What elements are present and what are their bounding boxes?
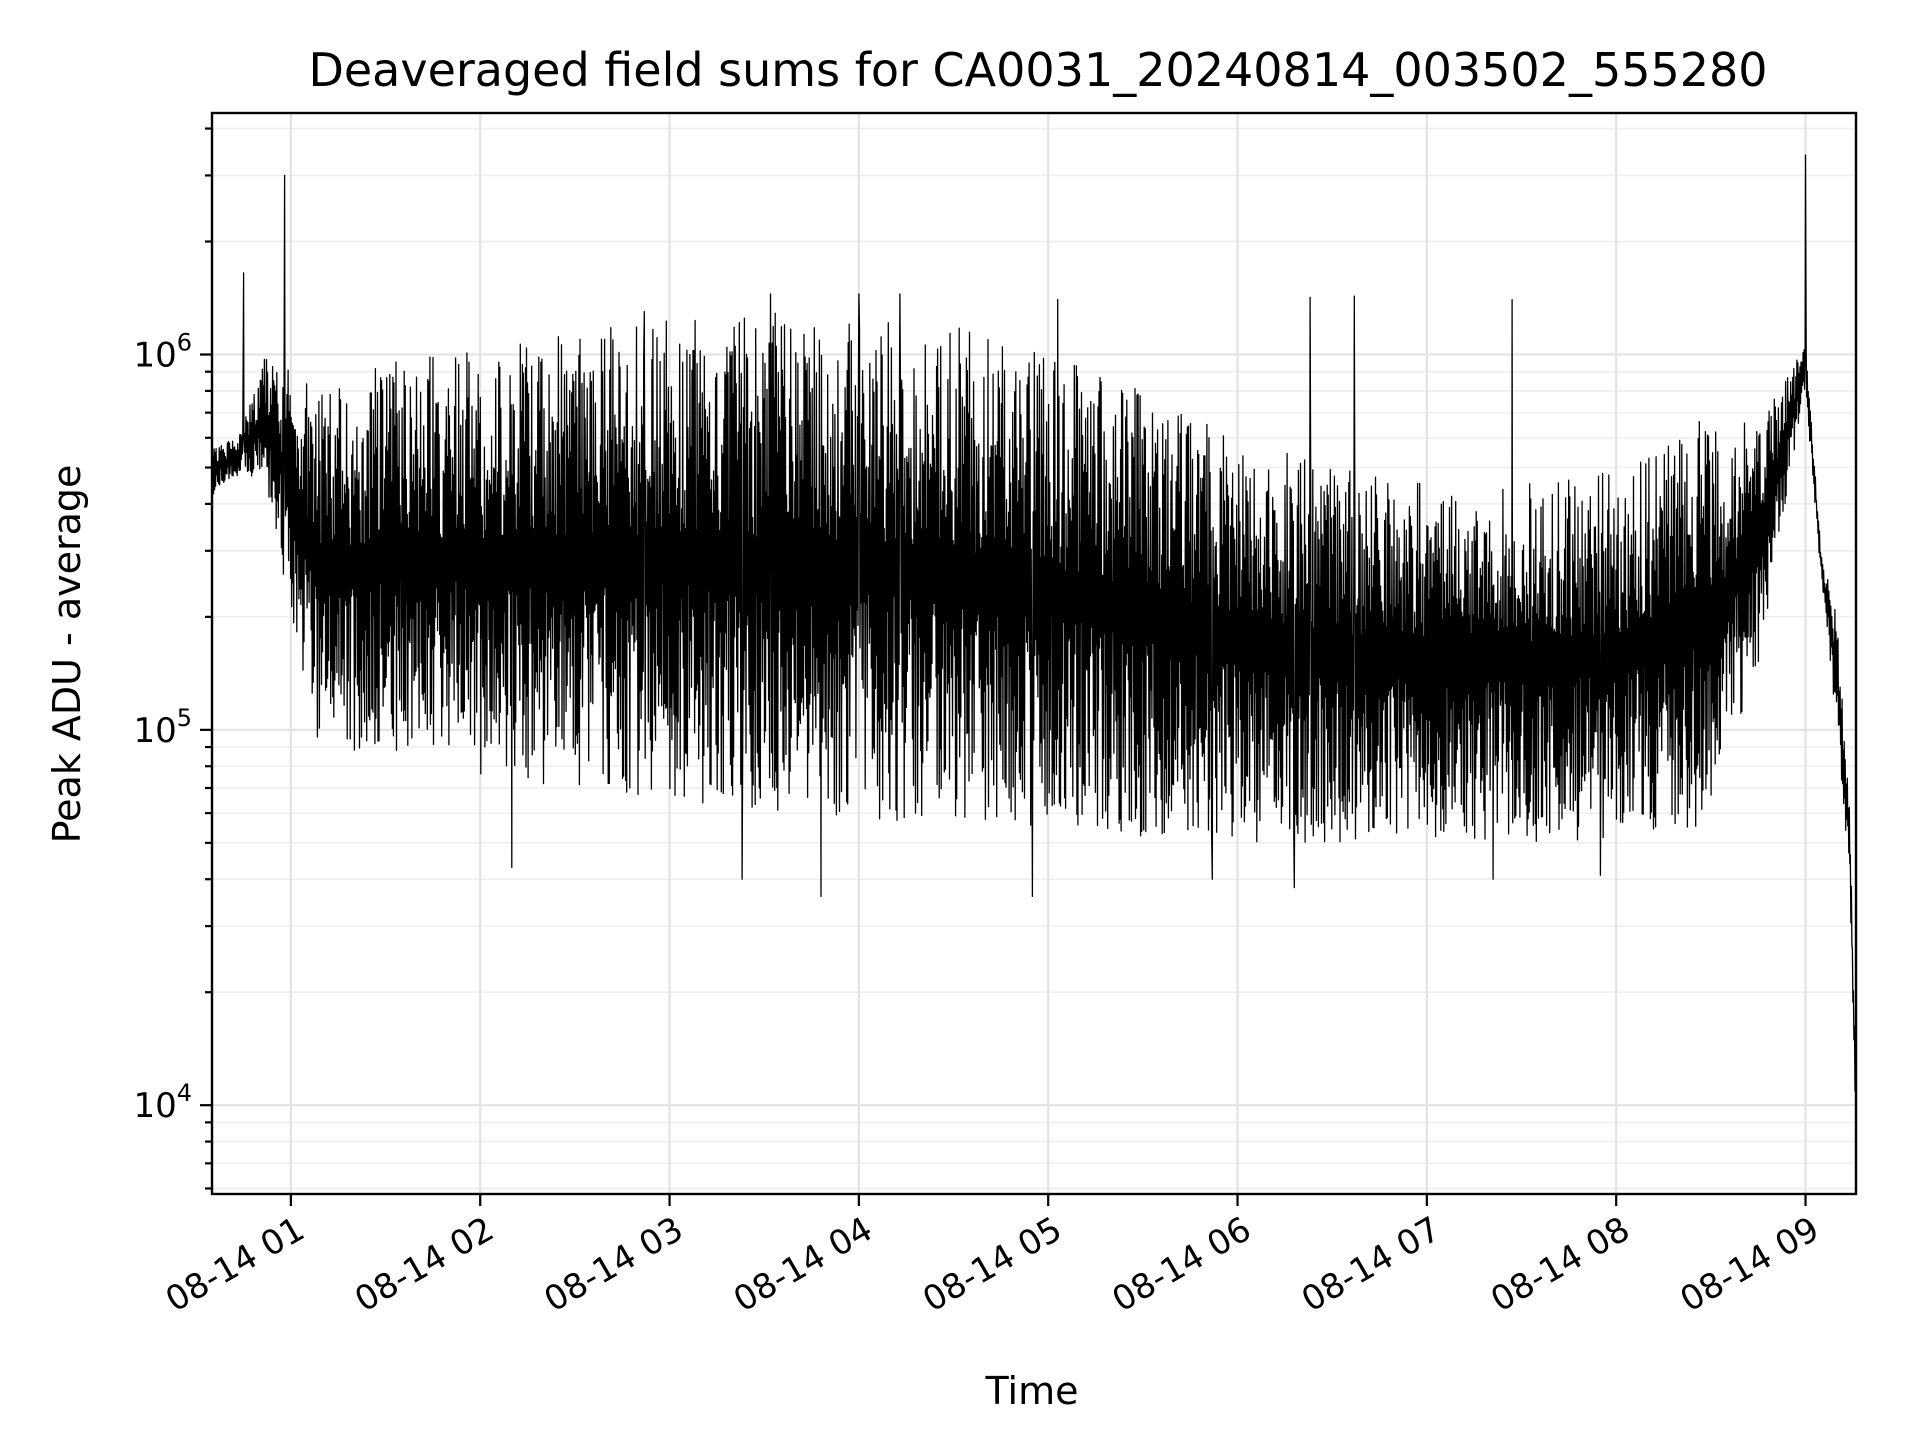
chart-title: Deaveraged field sums for CA0031_2024081…: [308, 43, 1767, 97]
y-tick-label: 105: [133, 704, 192, 751]
x-axis-label: Time: [985, 1369, 1079, 1413]
y-tick-label: 104: [133, 1079, 192, 1126]
y-tick-label: 106: [133, 329, 192, 376]
series-line: [211, 154, 1857, 1146]
data-layer: [211, 154, 1857, 1146]
plot-frame: [210, 111, 1858, 1196]
y-axis-label: Peak ADU - average: [45, 465, 89, 844]
